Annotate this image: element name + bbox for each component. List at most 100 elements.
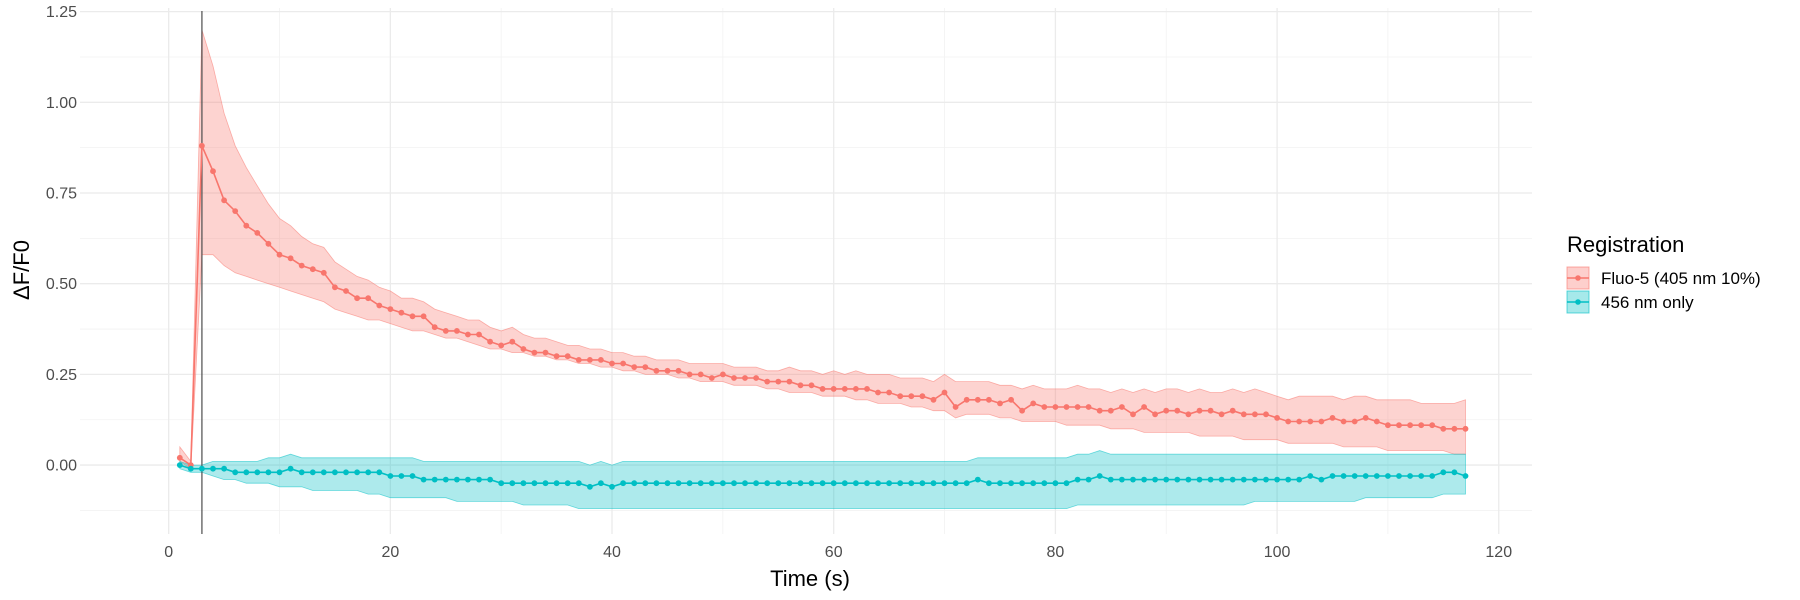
data-point-456nm	[1107, 476, 1114, 483]
ribbon-layer	[179, 29, 1466, 509]
data-point-456nm	[1252, 476, 1258, 483]
data-point-456nm	[1318, 476, 1325, 483]
data-point-456nm	[830, 480, 837, 487]
data-point-fluo5	[1119, 404, 1125, 410]
data-point-456nm	[775, 480, 782, 487]
data-point-fluo5	[731, 375, 737, 381]
data-point-fluo5	[1052, 404, 1059, 410]
data-point-fluo5	[531, 349, 538, 356]
data-point-456nm	[1185, 476, 1192, 483]
data-point-fluo5	[1351, 418, 1358, 425]
x-tick-label: 60	[825, 544, 843, 561]
data-point-456nm	[309, 469, 316, 476]
data-point-fluo5	[830, 386, 837, 392]
data-point-fluo5	[1019, 407, 1025, 414]
data-point-456nm	[1307, 473, 1314, 479]
data-point-456nm	[864, 480, 870, 487]
data-point-456nm	[1274, 476, 1280, 483]
data-point-fluo5	[697, 371, 704, 378]
ribbon-456nm	[179, 450, 1466, 509]
data-point-456nm	[587, 483, 593, 490]
data-point-456nm	[1052, 480, 1059, 487]
data-point-456nm	[465, 476, 471, 483]
data-point-456nm	[1396, 473, 1402, 479]
data-point-456nm	[199, 465, 205, 472]
data-point-456nm	[631, 480, 638, 487]
data-point-456nm	[221, 465, 228, 472]
data-point-fluo5	[808, 382, 815, 389]
data-point-fluo5	[1329, 415, 1336, 421]
data-point-fluo5	[1030, 400, 1037, 407]
data-point-fluo5	[720, 371, 726, 378]
data-point-456nm	[564, 480, 571, 487]
data-point-456nm	[1085, 476, 1092, 483]
data-point-fluo5	[420, 313, 427, 320]
data-point-fluo5	[1041, 404, 1048, 410]
data-point-fluo5	[575, 357, 582, 363]
data-point-456nm	[952, 480, 959, 487]
data-point-456nm	[697, 480, 704, 487]
data-point-456nm	[176, 462, 183, 468]
data-point-fluo5	[786, 378, 793, 385]
data-point-456nm	[1362, 473, 1369, 479]
data-point-fluo5	[664, 367, 671, 374]
legend-item-456nm: 456 nm only	[1566, 290, 1694, 314]
data-point-456nm	[1440, 469, 1447, 476]
data-point-fluo5	[775, 378, 782, 385]
data-point-456nm	[287, 465, 294, 472]
data-point-456nm	[1130, 476, 1136, 483]
data-point-fluo5	[930, 396, 937, 403]
data-point-fluo5	[974, 396, 981, 403]
x-tick-label: 0	[164, 544, 173, 561]
data-point-456nm	[974, 476, 981, 483]
data-point-fluo5	[841, 386, 848, 392]
data-point-456nm	[963, 480, 970, 487]
data-point-456nm	[376, 469, 383, 476]
data-point-fluo5	[365, 295, 372, 302]
data-point-fluo5	[265, 240, 272, 247]
data-point-fluo5	[210, 168, 216, 175]
data-point-456nm	[1174, 476, 1181, 483]
data-point-456nm	[276, 469, 283, 476]
y-tick-label: 0.25	[46, 367, 77, 384]
data-point-456nm	[609, 483, 615, 490]
data-point-fluo5	[476, 331, 482, 338]
data-point-456nm	[642, 480, 649, 487]
data-point-456nm	[731, 480, 737, 487]
data-point-fluo5	[1218, 411, 1225, 418]
data-point-456nm	[232, 469, 239, 476]
data-point-456nm	[1096, 473, 1103, 479]
data-point-456nm	[265, 469, 272, 476]
data-point-fluo5	[1152, 411, 1158, 418]
data-point-456nm	[764, 480, 771, 487]
data-point-fluo5	[287, 255, 294, 262]
data-point-fluo5	[1185, 411, 1192, 418]
data-point-456nm	[1263, 476, 1269, 483]
data-point-456nm	[653, 480, 660, 487]
data-point-fluo5	[354, 295, 360, 302]
data-point-456nm	[786, 480, 793, 487]
y-tick-label: 0.75	[46, 186, 77, 203]
data-point-456nm	[454, 476, 460, 483]
data-point-fluo5	[1141, 404, 1147, 410]
data-point-456nm	[1030, 480, 1037, 487]
data-point-fluo5	[587, 357, 593, 363]
data-point-fluo5	[176, 454, 183, 461]
data-point-456nm	[354, 469, 360, 476]
data-point-fluo5	[1163, 407, 1170, 414]
data-point-fluo5	[797, 382, 804, 389]
data-point-fluo5	[886, 389, 892, 396]
data-point-fluo5	[963, 396, 970, 403]
data-point-456nm	[1229, 476, 1236, 483]
data-point-fluo5	[1008, 396, 1014, 403]
data-point-fluo5	[398, 309, 405, 316]
data-point-456nm	[708, 480, 715, 487]
data-point-fluo5	[1462, 425, 1469, 432]
data-point-fluo5	[1240, 411, 1247, 418]
data-point-fluo5	[997, 400, 1003, 407]
data-point-fluo5	[1429, 422, 1436, 429]
data-point-456nm	[1351, 473, 1358, 479]
data-point-456nm	[1218, 476, 1225, 483]
data-point-fluo5	[598, 357, 604, 363]
data-point-456nm	[742, 480, 748, 487]
